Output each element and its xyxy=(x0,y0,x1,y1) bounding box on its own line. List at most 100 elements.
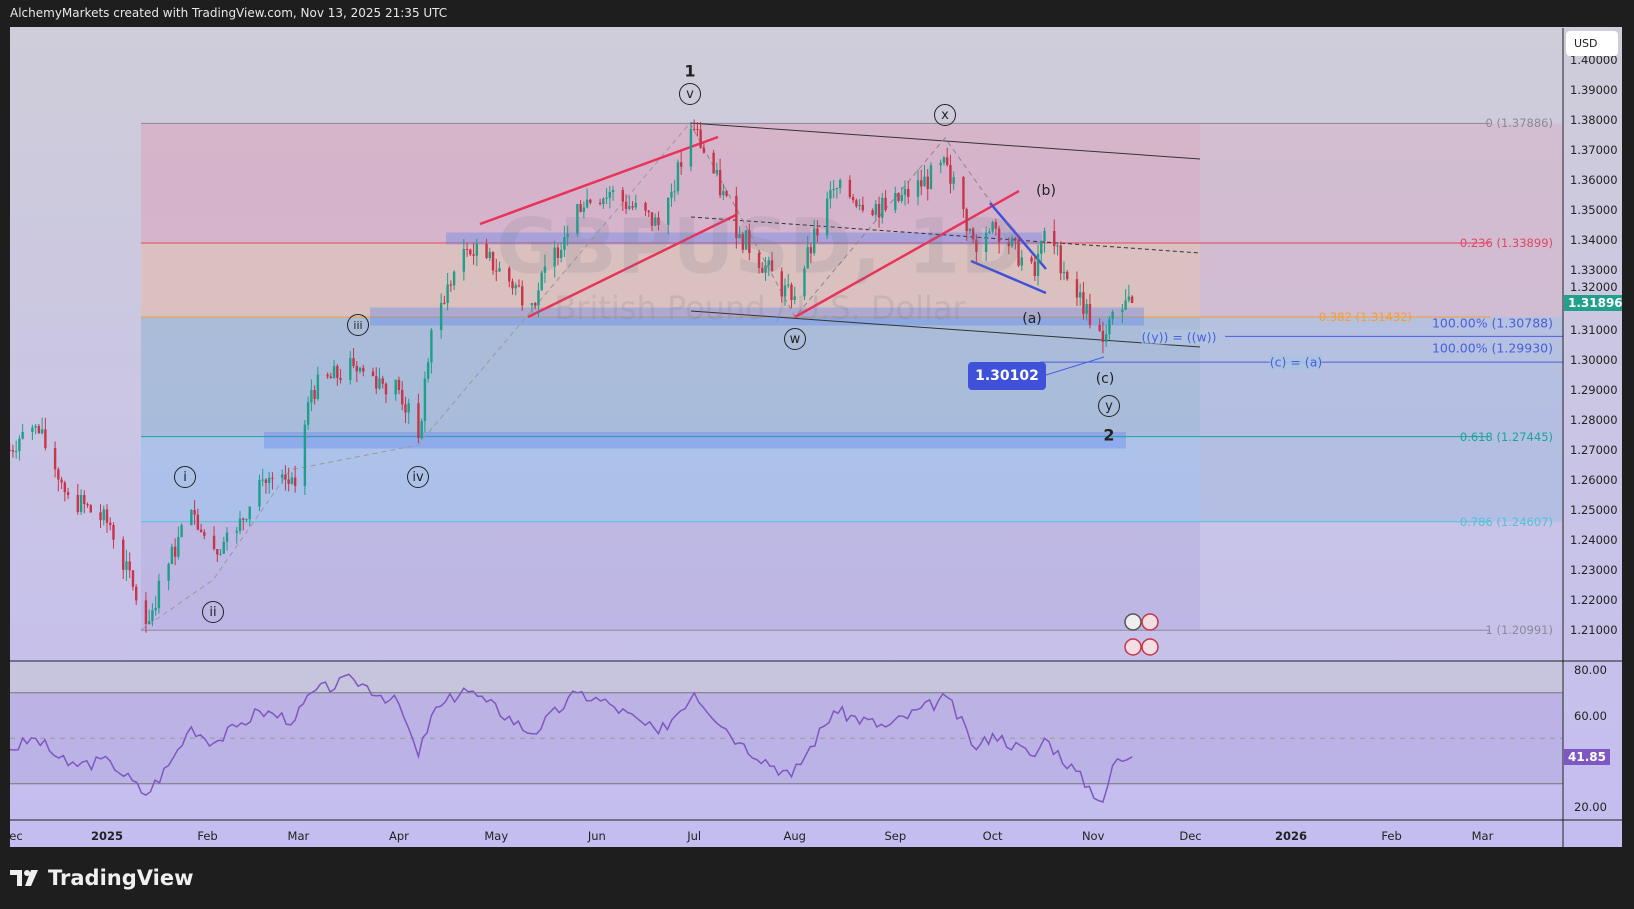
fib-level-label: 0.786 (1.24607) xyxy=(1459,514,1553,529)
fib-level-label: 0.618 (1.27445) xyxy=(1459,429,1553,444)
wave-path-dashed xyxy=(140,122,691,631)
candle-body xyxy=(443,302,446,304)
candle-body xyxy=(401,390,404,405)
tradingview-logo-icon xyxy=(10,870,38,886)
candle-body xyxy=(825,198,829,236)
candle-body xyxy=(349,358,352,380)
candle-body xyxy=(699,129,702,148)
candle-body xyxy=(1111,312,1114,320)
wave-label-a: (a) xyxy=(1022,311,1042,327)
candle-body xyxy=(537,290,540,306)
candle-body xyxy=(783,285,787,297)
candle-body xyxy=(1020,257,1024,266)
candle-body xyxy=(63,482,67,493)
candle-body xyxy=(1062,271,1066,274)
candle-body xyxy=(631,206,634,208)
tradingview-brand: TradingView xyxy=(48,866,194,890)
candle-body xyxy=(907,188,910,197)
candle-body xyxy=(735,195,738,239)
time-tick-label: ec xyxy=(9,829,23,843)
wave-label-c: (c) xyxy=(1095,371,1115,387)
candle-body xyxy=(1082,292,1085,314)
candle-body xyxy=(397,379,401,390)
candle-body xyxy=(31,427,34,432)
candle-body xyxy=(657,217,660,225)
wave-label-x: x xyxy=(934,104,956,126)
time-tick-label: Sep xyxy=(884,829,907,843)
candle-body xyxy=(832,189,835,191)
candle-body xyxy=(378,378,381,389)
candle-body xyxy=(452,271,456,286)
candle-body xyxy=(264,479,268,483)
candle-body xyxy=(900,194,903,201)
candle-body xyxy=(576,204,579,234)
candle-body xyxy=(329,376,333,379)
candle-body xyxy=(371,371,375,377)
price-tick-label: 1.39000 xyxy=(1570,83,1618,97)
candle-body xyxy=(812,228,816,254)
tradingview-logo[interactable]: TradingView xyxy=(10,866,193,890)
main-pane xyxy=(10,119,1563,633)
rsi-tick-label: 20.00 xyxy=(1574,799,1607,814)
candle-body xyxy=(722,191,725,196)
candle-body xyxy=(381,378,384,384)
candle-body xyxy=(602,198,605,205)
candle-body xyxy=(147,621,151,624)
candle-body xyxy=(582,207,586,212)
candle-body xyxy=(358,367,362,372)
candle-body xyxy=(566,233,569,238)
candle-body xyxy=(621,190,624,202)
rsi-tick-label: 60.00 xyxy=(1574,708,1607,723)
candle-body xyxy=(1075,279,1079,298)
candle-body xyxy=(835,188,839,190)
candle-body xyxy=(679,162,683,167)
candle-body xyxy=(125,561,128,570)
candle-body xyxy=(994,222,998,229)
projection-line-label-ca: (c) = (a) xyxy=(1269,354,1323,370)
wave-label-b: (b) xyxy=(1036,183,1056,199)
candle-body xyxy=(242,518,245,520)
candle-body xyxy=(154,608,157,611)
candle-body xyxy=(816,228,819,236)
candle-body xyxy=(611,190,615,192)
candle-body xyxy=(1056,245,1059,247)
candle-body xyxy=(689,128,693,167)
wave-label-v: v xyxy=(679,83,701,105)
price-tick-label: 1.21000 xyxy=(1570,623,1618,637)
price-tick-label: 1.33000 xyxy=(1570,263,1618,277)
candle-body xyxy=(216,549,219,555)
channel-lower xyxy=(527,213,737,319)
candle-body xyxy=(861,204,865,211)
candle-body xyxy=(469,249,472,255)
candle-body xyxy=(268,477,271,483)
candle-body xyxy=(485,243,488,258)
currency-selector[interactable]: USD xyxy=(1566,31,1618,56)
candle-body xyxy=(332,366,336,379)
time-tick-label: Nov xyxy=(1081,829,1105,843)
candle-body xyxy=(1036,253,1040,276)
symbol-watermark: GBPUSD, 1D xyxy=(496,201,1024,291)
candle-body xyxy=(598,202,602,205)
candle-body xyxy=(76,495,80,513)
candle-body xyxy=(248,506,251,520)
candle-body xyxy=(871,210,874,216)
candle-body xyxy=(1014,237,1017,240)
candle-body xyxy=(151,610,154,622)
candle-body xyxy=(874,203,878,216)
candle-body xyxy=(86,504,89,506)
fib-level-label: 0.236 (1.33899) xyxy=(1459,236,1553,251)
candle-body xyxy=(628,206,631,209)
price-tick-label: 1.37000 xyxy=(1570,143,1618,157)
price-tick-label: 1.25000 xyxy=(1570,503,1618,517)
wave-path-dashed xyxy=(689,122,1001,318)
candle-body xyxy=(355,366,358,372)
symbol-description-watermark: British Pound / U.S. Dollar xyxy=(554,289,966,327)
candle-body xyxy=(420,420,423,438)
candle-body xyxy=(280,474,284,478)
wedge-lower xyxy=(970,259,1047,295)
candle-body xyxy=(128,561,131,571)
candle-body xyxy=(394,379,397,395)
candle-body xyxy=(1121,309,1124,312)
low-price-label: 1.30102 xyxy=(968,362,1046,390)
